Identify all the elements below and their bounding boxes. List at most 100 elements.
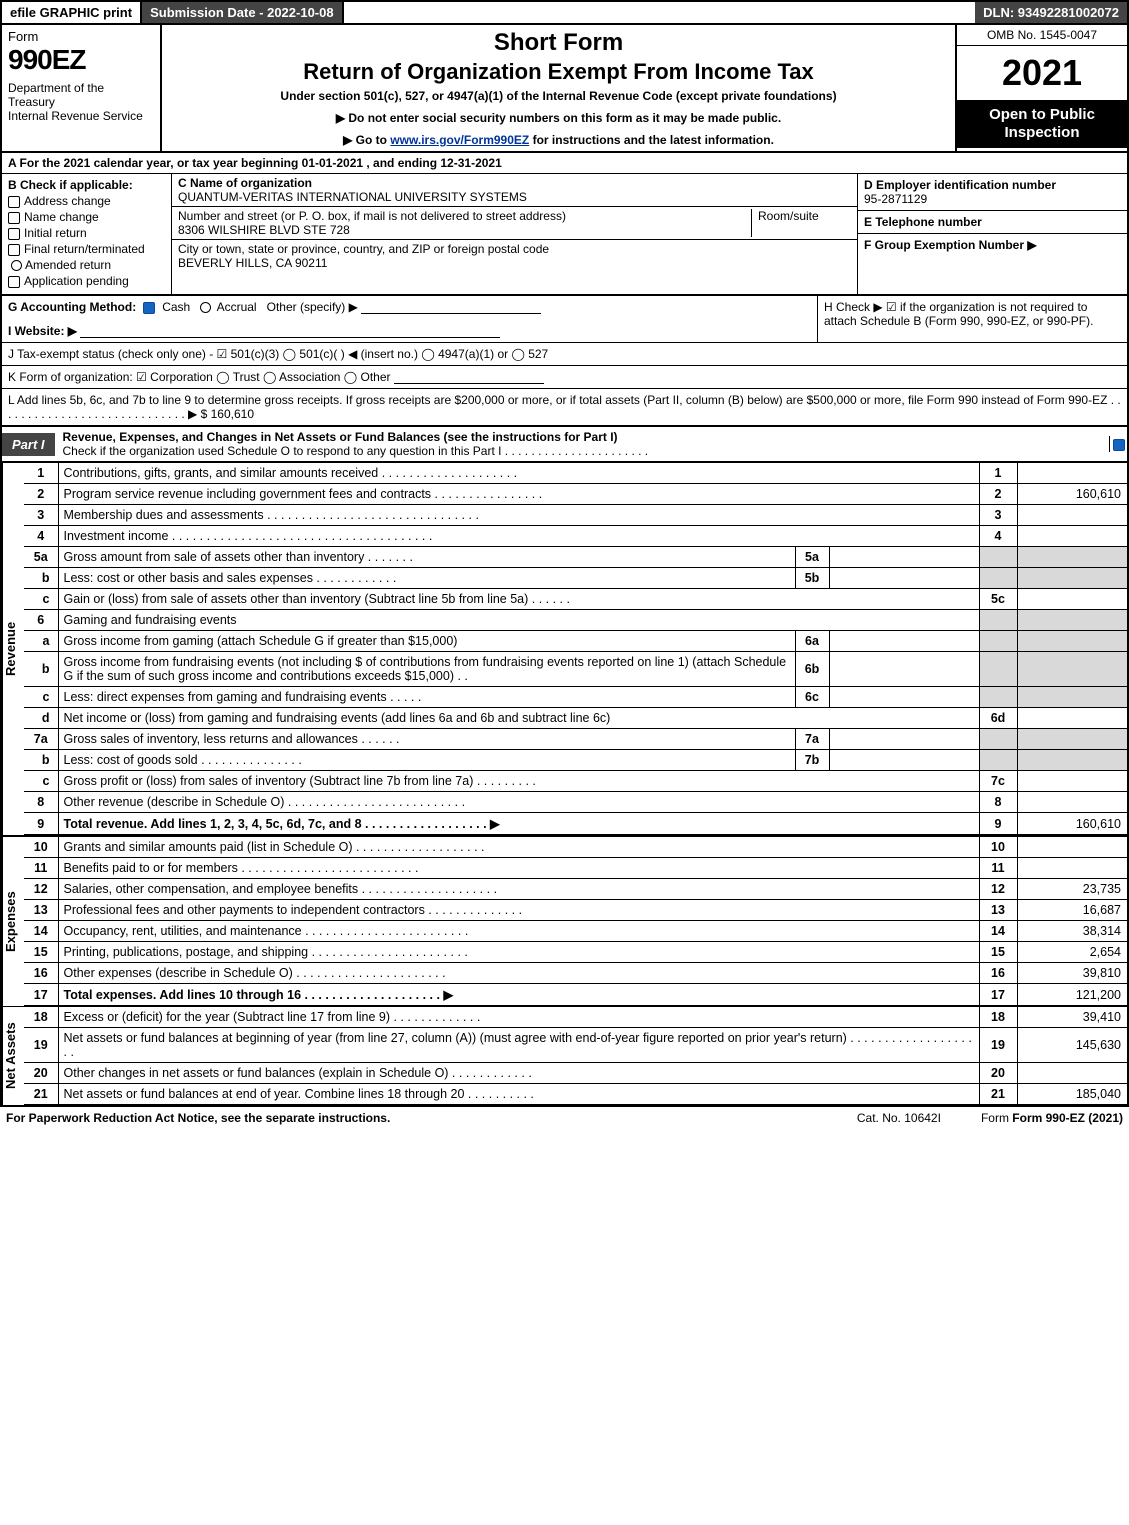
chk-amended[interactable]: Amended return: [8, 258, 165, 272]
line-5c: cGain or (loss) from sale of assets othe…: [24, 589, 1127, 610]
line-6a: aGross income from gaming (attach Schedu…: [24, 631, 1127, 652]
line-7c: cGross profit or (loss) from sales of in…: [24, 771, 1127, 792]
line-3: 3Membership dues and assessments . . . .…: [24, 505, 1127, 526]
dln-label: DLN: 93492281002072: [975, 2, 1127, 23]
box-def: D Employer identification number 95-2871…: [857, 174, 1127, 294]
g-other-field[interactable]: [361, 300, 541, 314]
org-name-label: C Name of organization: [178, 176, 851, 190]
line-18: 18Excess or (deficit) for the year (Subt…: [24, 1007, 1127, 1028]
g-accrual-radio[interactable]: [200, 302, 211, 313]
bullet-2: ▶ Go to www.irs.gov/Form990EZ for instru…: [168, 133, 949, 147]
org-city: BEVERLY HILLS, CA 90211: [178, 256, 851, 270]
bullet-2-post: for instructions and the latest informat…: [529, 133, 774, 147]
row-l-text: L Add lines 5b, 6c, and 7b to line 9 to …: [8, 393, 1121, 421]
g-cash-check[interactable]: [143, 302, 155, 314]
org-address: 8306 WILSHIRE BLVD STE 728: [178, 223, 751, 237]
city-label: City or town, state or province, country…: [178, 242, 851, 256]
net-assets-vlabel: Net Assets: [2, 1007, 24, 1105]
line-5b: bLess: cost or other basis and sales exp…: [24, 568, 1127, 589]
ein-label: D Employer identification number: [864, 178, 1121, 192]
line-9: 9Total revenue. Add lines 1, 2, 3, 4, 5c…: [24, 813, 1127, 835]
chk-initial-return[interactable]: Initial return: [8, 226, 165, 240]
line-6d: dNet income or (loss) from gaming and fu…: [24, 708, 1127, 729]
part-i-title: Revenue, Expenses, and Changes in Net As…: [63, 430, 618, 444]
row-l: L Add lines 5b, 6c, and 7b to line 9 to …: [2, 389, 1127, 425]
line-1: 1Contributions, gifts, grants, and simil…: [24, 463, 1127, 484]
expenses-section: Expenses 10Grants and similar amounts pa…: [0, 835, 1129, 1006]
chk-name-change[interactable]: Name change: [8, 210, 165, 224]
revenue-section: Revenue 1Contributions, gifts, grants, a…: [0, 463, 1129, 835]
omb-number: OMB No. 1545-0047: [957, 25, 1127, 46]
checkbox-icon: [8, 276, 20, 288]
line-8: 8Other revenue (describe in Schedule O) …: [24, 792, 1127, 813]
revenue-table: 1Contributions, gifts, grants, and simil…: [24, 463, 1127, 835]
submission-date: Submission Date - 2022-10-08: [142, 2, 344, 23]
line-2: 2Program service revenue including gover…: [24, 484, 1127, 505]
line-21: 21Net assets or fund balances at end of …: [24, 1084, 1127, 1105]
line-a: A For the 2021 calendar year, or tax yea…: [0, 153, 1129, 174]
expenses-table: 10Grants and similar amounts paid (list …: [24, 837, 1127, 1006]
header-right: OMB No. 1545-0047 2021 Open to Public In…: [957, 25, 1127, 151]
line-11: 11Benefits paid to or for members . . . …: [24, 858, 1127, 879]
line-6c: cLess: direct expenses from gaming and f…: [24, 687, 1127, 708]
open-to-public: Open to Public Inspection: [957, 100, 1127, 148]
part-i-desc: Revenue, Expenses, and Changes in Net As…: [55, 427, 1109, 461]
bullet-2-pre: ▶ Go to: [343, 133, 390, 147]
checkbox-icon: [8, 228, 20, 240]
footer-mid: Cat. No. 10642I: [817, 1111, 981, 1125]
top-bar: efile GRAPHIC print Submission Date - 20…: [0, 0, 1129, 23]
box-c: C Name of organization QUANTUM-VERITAS I…: [172, 174, 857, 294]
footer-right: Form Form 990-EZ (2021): [981, 1111, 1123, 1125]
line-4: 4Investment income . . . . . . . . . . .…: [24, 526, 1127, 547]
website-field[interactable]: [80, 324, 500, 338]
room-label: Room/suite: [758, 209, 851, 223]
phone-label: E Telephone number: [864, 215, 1121, 229]
row-g: G Accounting Method: Cash Accrual Other …: [2, 296, 817, 342]
k-other-field[interactable]: [394, 370, 544, 384]
line-10: 10Grants and similar amounts paid (list …: [24, 837, 1127, 858]
checkbox-icon: [1113, 439, 1125, 451]
header-middle: Short Form Return of Organization Exempt…: [162, 25, 957, 151]
tax-year: 2021: [957, 46, 1127, 100]
line-16: 16Other expenses (describe in Schedule O…: [24, 963, 1127, 984]
row-h: H Check ▶ ☑ if the organization is not r…: [817, 296, 1127, 342]
page-footer: For Paperwork Reduction Act Notice, see …: [0, 1107, 1129, 1129]
line-7a: 7aGross sales of inventory, less returns…: [24, 729, 1127, 750]
line-14: 14Occupancy, rent, utilities, and mainte…: [24, 921, 1127, 942]
g-label: G Accounting Method:: [8, 300, 136, 314]
part-i-check[interactable]: [1109, 436, 1127, 452]
chk-application-pending[interactable]: Application pending: [8, 274, 165, 288]
rows-g-to-l: G Accounting Method: Cash Accrual Other …: [0, 296, 1129, 427]
checkbox-icon: [8, 244, 20, 256]
line-6: 6Gaming and fundraising events: [24, 610, 1127, 631]
box-b-header: B Check if applicable:: [8, 178, 165, 192]
return-title: Return of Organization Exempt From Incom…: [168, 59, 949, 85]
section-bcdef: B Check if applicable: Address change Na…: [0, 174, 1129, 296]
line-19: 19Net assets or fund balances at beginni…: [24, 1028, 1127, 1063]
bullet-1: ▶ Do not enter social security numbers o…: [168, 111, 949, 125]
under-section: Under section 501(c), 527, or 4947(a)(1)…: [168, 89, 949, 103]
box-b: B Check if applicable: Address change Na…: [2, 174, 172, 294]
line-12: 12Salaries, other compensation, and empl…: [24, 879, 1127, 900]
radio-icon: [11, 260, 22, 271]
line-5a: 5aGross amount from sale of assets other…: [24, 547, 1127, 568]
line-15: 15Printing, publications, postage, and s…: [24, 942, 1127, 963]
ein-value: 95-2871129: [864, 192, 1121, 206]
row-k: K Form of organization: ☑ Corporation ◯ …: [2, 366, 1127, 389]
line-20: 20Other changes in net assets or fund ba…: [24, 1063, 1127, 1084]
department-label: Department of the Treasury Internal Reve…: [8, 82, 154, 123]
topbar-spacer: [344, 2, 976, 23]
efile-label[interactable]: efile GRAPHIC print: [2, 2, 142, 23]
row-l-amount: 160,610: [211, 407, 254, 421]
short-form-title: Short Form: [168, 29, 949, 57]
header-left: Form 990EZ Department of the Treasury In…: [2, 25, 162, 151]
org-name: QUANTUM-VERITAS INTERNATIONAL UNIVERSITY…: [178, 190, 851, 204]
revenue-vlabel: Revenue: [2, 463, 24, 835]
part-i-header: Part I Revenue, Expenses, and Changes in…: [0, 427, 1129, 463]
chk-address-change[interactable]: Address change: [8, 194, 165, 208]
irs-link[interactable]: www.irs.gov/Form990EZ: [390, 133, 529, 147]
line-17: 17Total expenses. Add lines 10 through 1…: [24, 984, 1127, 1006]
chk-final-return[interactable]: Final return/terminated: [8, 242, 165, 256]
addr-label: Number and street (or P. O. box, if mail…: [178, 209, 751, 223]
form-header: Form 990EZ Department of the Treasury In…: [0, 23, 1129, 153]
